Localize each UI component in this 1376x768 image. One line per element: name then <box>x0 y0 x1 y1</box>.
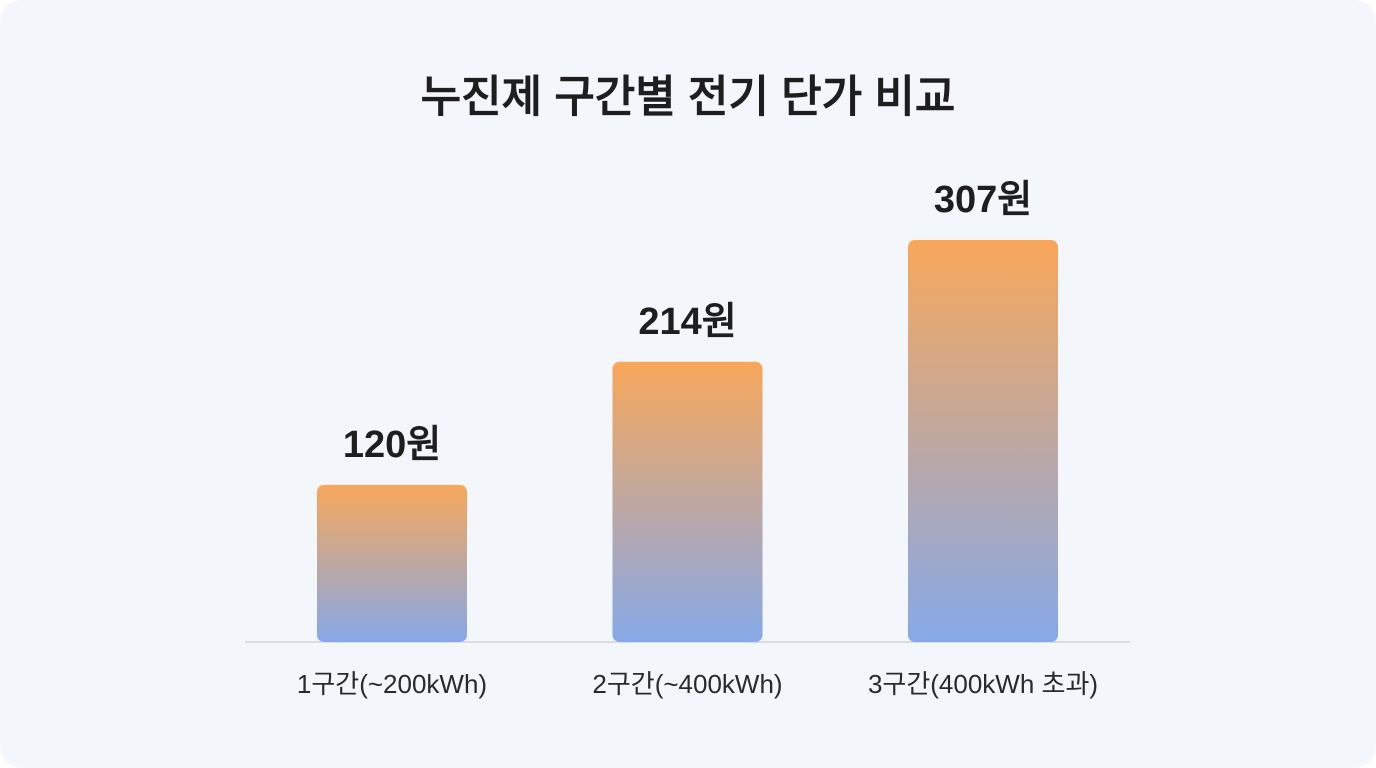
x-tick-label: 2구간(~400kWh) <box>592 669 782 699</box>
bar <box>612 361 763 642</box>
chart-title: 누진제 구간별 전기 단가 비교 <box>421 73 956 122</box>
value-label: 120원 <box>343 424 441 466</box>
x-tick-label: 1구간(~200kWh) <box>297 669 487 699</box>
value-label: 214원 <box>638 301 736 343</box>
bar <box>317 484 467 642</box>
x-tick-label: 3구간(400kWh 초과) <box>868 669 1098 699</box>
bar <box>908 240 1058 642</box>
value-label: 307원 <box>934 179 1032 221</box>
